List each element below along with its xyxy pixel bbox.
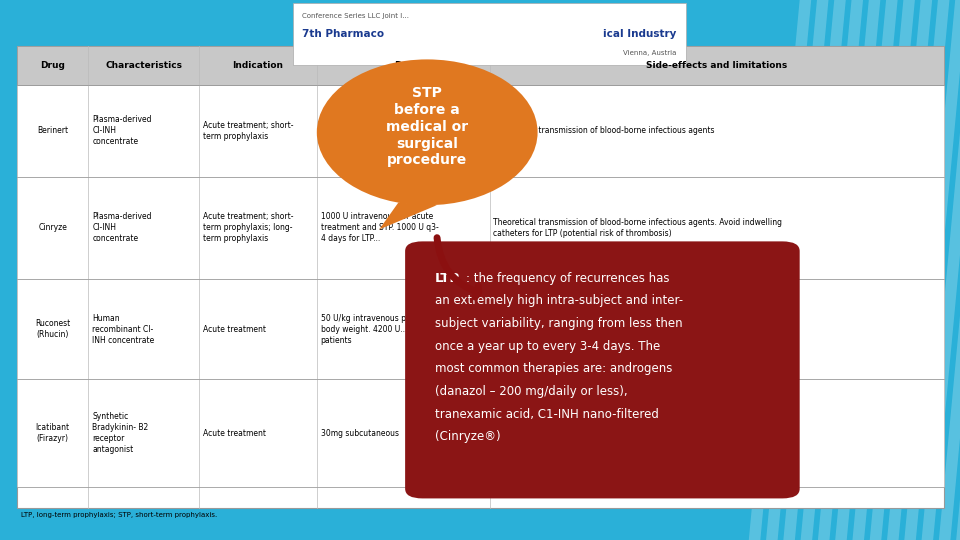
Text: Theoretical transmission of blood-borne infectious agents: Theoretical transmission of blood-borne … xyxy=(493,126,715,135)
Text: Characteristics: Characteristics xyxy=(105,61,182,70)
Text: (Cinryze®): (Cinryze®) xyxy=(435,430,500,443)
Polygon shape xyxy=(835,0,898,540)
Text: Vienna, Austria: Vienna, Austria xyxy=(623,50,677,56)
Text: STP
before a
medical or
surgical
procedure: STP before a medical or surgical procedu… xyxy=(386,86,468,167)
FancyBboxPatch shape xyxy=(405,241,800,498)
Polygon shape xyxy=(939,0,960,540)
FancyBboxPatch shape xyxy=(17,85,944,177)
Text: 7th Pharmaco: 7th Pharmaco xyxy=(302,29,385,39)
Text: ical Industry: ical Industry xyxy=(604,29,677,39)
Text: an extremely high intra-subject and inter-: an extremely high intra-subject and inte… xyxy=(435,294,683,307)
Text: : the frequency of recurrences has: : the frequency of recurrences has xyxy=(466,272,669,285)
Polygon shape xyxy=(956,0,960,540)
Text: Berinert: Berinert xyxy=(37,126,68,135)
Text: ...inistration). Not
breast-feeding women.: ...inistration). Not breast-feeding wome… xyxy=(493,319,582,339)
Text: Side-effects and limitations: Side-effects and limitations xyxy=(646,61,787,70)
Text: Synthetic
Bradykinin- B2
receptor
antagonist: Synthetic Bradykinin- B2 receptor antago… xyxy=(92,412,149,454)
Text: Theoretical transmission of blood-borne infectious agents. Avoid indwelling
cath: Theoretical transmission of blood-borne … xyxy=(493,218,782,238)
FancyBboxPatch shape xyxy=(17,379,944,487)
Polygon shape xyxy=(904,0,960,540)
Text: Dos: Dos xyxy=(394,61,413,70)
Polygon shape xyxy=(818,0,880,540)
Text: Ruconest
(Rhucin): Ruconest (Rhucin) xyxy=(36,319,70,339)
Text: Cinryze: Cinryze xyxy=(38,224,67,232)
Text: Drug: Drug xyxy=(40,61,65,70)
Text: Acute treatment; short-
term prophylaxis; long-
term prophylaxis: Acute treatment; short- term prophylaxis… xyxy=(203,212,293,244)
Text: LTP, long-term prophylaxis; STP, short-term prophylaxis.: LTP, long-term prophylaxis; STP, short-t… xyxy=(21,512,217,518)
Text: 50 U/kg intravenous p...
body weight. 4200 U...
patients: 50 U/kg intravenous p... body weight. 42… xyxy=(321,314,413,345)
Text: (danazol – 200 mg/daily or less),: (danazol – 200 mg/daily or less), xyxy=(435,385,628,398)
Polygon shape xyxy=(783,0,846,540)
Text: once a year up to every 3-4 days. The: once a year up to every 3-4 days. The xyxy=(435,340,660,353)
Text: 20 U/kg...
intravenous fo...
1000 U for STP...: 20 U/kg... intravenous fo... 1000 U for … xyxy=(321,115,383,146)
Text: Acute treatment; short-
term prophylaxis: Acute treatment; short- term prophylaxis xyxy=(203,120,293,141)
Polygon shape xyxy=(801,0,863,540)
Text: tranexamic acid, C1-INH nano-filtered: tranexamic acid, C1-INH nano-filtered xyxy=(435,408,659,421)
Text: subject variability, ranging from less then: subject variability, ranging from less t… xyxy=(435,317,683,330)
Polygon shape xyxy=(887,0,949,540)
Text: LTP: LTP xyxy=(435,272,460,285)
Text: Acute treatment: Acute treatment xyxy=(203,325,266,334)
FancyBboxPatch shape xyxy=(293,3,686,65)
Text: Plasma-derived
CI-INH
concentrate: Plasma-derived CI-INH concentrate xyxy=(92,212,152,244)
Text: Human
recombinant CI-
INH concentrate: Human recombinant CI- INH concentrate xyxy=(92,314,155,345)
Polygon shape xyxy=(379,202,437,230)
Polygon shape xyxy=(749,0,811,540)
FancyBboxPatch shape xyxy=(17,46,944,508)
FancyBboxPatch shape xyxy=(17,46,944,85)
Text: Indication: Indication xyxy=(232,61,283,70)
Text: Plasma-derived
CI-INH
concentrate: Plasma-derived CI-INH concentrate xyxy=(92,115,152,146)
Text: risk of exacerbating
of age nor for pregnant: risk of exacerbating of age nor for preg… xyxy=(493,423,583,443)
FancyBboxPatch shape xyxy=(17,177,944,279)
Ellipse shape xyxy=(317,59,538,205)
Polygon shape xyxy=(922,0,960,540)
Text: Acute treatment: Acute treatment xyxy=(203,429,266,437)
Text: 1000 U intravenous for acute
treatment and STP. 1000 U q3-
4 days for LTP...: 1000 U intravenous for acute treatment a… xyxy=(321,212,439,244)
Polygon shape xyxy=(766,0,828,540)
Text: Conference Series LLC Joint I...: Conference Series LLC Joint I... xyxy=(302,13,409,19)
Text: most common therapies are: androgens: most common therapies are: androgens xyxy=(435,362,672,375)
Text: Icatibant
(Firazyr): Icatibant (Firazyr) xyxy=(36,423,70,443)
FancyBboxPatch shape xyxy=(17,279,944,379)
Text: 30mg subcutaneous: 30mg subcutaneous xyxy=(321,429,398,437)
Polygon shape xyxy=(870,0,932,540)
Polygon shape xyxy=(852,0,915,540)
